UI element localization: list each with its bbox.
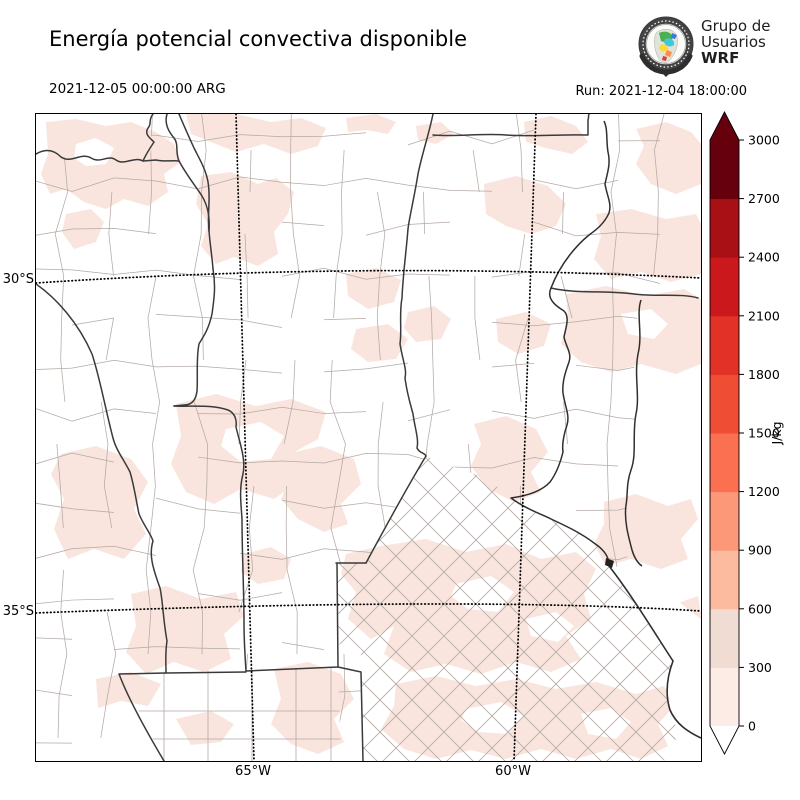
colorbar-segment: [710, 550, 739, 610]
logo-blob-yellow: [659, 44, 669, 52]
valid-time-label: 2021-12-05 00:00:00 ARG: [49, 81, 226, 97]
colorbar-tick-label: 0: [748, 719, 756, 734]
colorbar-tick-label: 1800: [748, 367, 780, 382]
colorbar-segment: [710, 491, 739, 551]
colorbar-segment: [710, 608, 739, 668]
cape-patches: [41, 114, 701, 759]
colorbar-over-arrow: [710, 112, 739, 140]
graticule-dotted-line: [235, 114, 255, 761]
ytick-label-30°S: 30°S: [2, 272, 34, 287]
colorbar-under-arrow: [710, 726, 739, 754]
colorbar-segment: [710, 257, 739, 317]
logo-blob-cyan: [664, 38, 675, 47]
map-canvas: [35, 113, 702, 762]
colorbar-segment: [710, 140, 739, 200]
rio-de-la-plata-water: [613, 562, 701, 738]
logo-blob-red: [662, 56, 667, 61]
logo-blob-blue: [671, 33, 677, 39]
colorbar-tick-label: 1200: [748, 484, 780, 499]
colorbar-segment: [710, 315, 739, 375]
colorbar-segment: [710, 198, 739, 258]
graticule-dotted-line: [36, 269, 701, 284]
logo-wreath: [639, 53, 693, 75]
colorbar-tick-label: 1500: [748, 426, 780, 441]
run-time-label: Run: 2021-12-04 18:00:00: [575, 84, 747, 99]
ytick-label-35°S: 35°S: [2, 604, 34, 619]
logo-band-text: [642, 20, 690, 68]
graticule-dotted-line: [513, 114, 537, 761]
cape-map: [36, 114, 701, 761]
logo-ribbon: [661, 72, 671, 77]
colorbar: 0 300 600 900 1200 1500 1800 2100 2400 2700 3000 J/…: [700, 100, 800, 770]
page-title: Energía potencial convectiva disponible: [49, 27, 468, 51]
colorbar-unit-label: J/kg: [769, 421, 784, 445]
logo-line1: Grupo de: [701, 17, 771, 35]
colorbar-tick-label: 2400: [748, 250, 780, 265]
xtick-label-60°W: 60°W: [495, 764, 531, 779]
logo-line2: Usuarios: [701, 33, 766, 51]
colorbar-tick-label: 600: [748, 601, 772, 616]
caba-marker: [605, 558, 614, 568]
colorbar-segment: [710, 433, 739, 493]
colorbar-tick-label: 300: [748, 660, 772, 675]
colorbar-tick-label: 2700: [748, 191, 780, 206]
wrf-users-group-logo-icon: [638, 16, 694, 77]
colorbar-tick-label: 2100: [748, 308, 780, 323]
logo-text: Grupo de Usuarios WRF: [701, 18, 771, 66]
graticule-dotted-line: [36, 603, 701, 614]
coastline: [608, 565, 701, 739]
colorbar-segment: [710, 374, 739, 434]
logo-line3: WRF: [701, 49, 740, 67]
colorbar-tick-label: 3000: [748, 133, 780, 148]
colorbar-segment: [710, 667, 739, 727]
province-boundaries: [36, 114, 699, 761]
river-line: [624, 299, 643, 567]
xtick-label-65°W: 65°W: [235, 764, 271, 779]
logo-blob-orange: [665, 50, 672, 57]
colorbar-tick-label: 900: [748, 543, 772, 558]
colorbar-scale: 0 300 600 900 1200 1500 1800 2100 2400 2700 3000 J/…: [709, 111, 784, 755]
